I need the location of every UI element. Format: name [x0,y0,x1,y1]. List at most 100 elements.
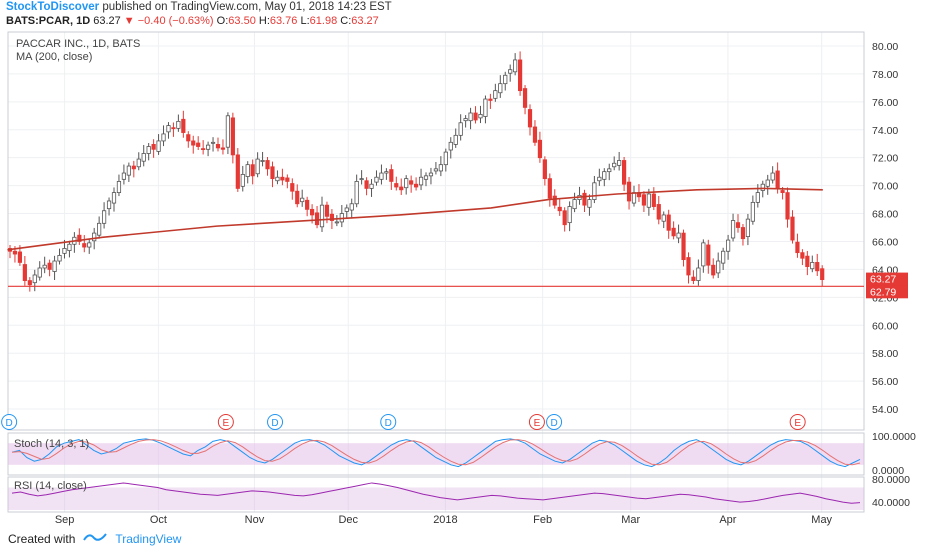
candle-body-29 [151,144,156,150]
candle-118 [592,175,597,204]
candle-161 [805,250,810,276]
candle-body-17 [92,232,97,242]
candle-body-27 [141,153,146,162]
price-axis: 54.0056.0058.0060.0062.0064.0066.0068.00… [872,41,898,416]
candle-101 [508,64,513,82]
candle-137 [686,252,691,284]
candle-body-151 [755,192,760,203]
candle-body-20 [106,200,112,210]
candle-131 [656,195,661,225]
candle-59 [300,189,305,207]
candle-4 [27,277,32,292]
candle-139 [696,259,701,286]
candle-105 [527,104,533,136]
change-value: −0.40 (−0.63%) [137,15,214,27]
candle-141 [706,239,711,274]
candle-41 [210,137,216,152]
candle-body-149 [745,218,751,237]
candle-92 [463,115,468,128]
candle-151 [755,184,760,208]
time-axis: Sep Oct Nov Dec 2018 Feb Mar Apr May [55,514,833,526]
event-circle-1 [217,414,234,430]
candle-body-60 [305,199,310,210]
down-arrow-icon: ▼ [123,15,135,27]
candle-body-46 [235,154,240,189]
stoch-band [8,443,864,465]
candle-body-89 [448,141,453,151]
candle-body-156 [780,190,785,193]
candle-body-134 [671,227,676,237]
candle-122 [612,156,617,171]
candle-18 [97,216,102,239]
candle-body-19 [101,210,107,224]
candle-94 [473,106,478,124]
candle-15 [82,235,87,253]
candle-body-98 [493,90,498,99]
candle-8 [47,259,52,277]
candle-body-147 [735,222,741,228]
candle-body-124 [622,160,627,185]
candle-9 [52,255,57,281]
candle-57 [290,178,295,200]
candle-6 [37,261,42,281]
candle-117 [587,194,592,216]
candle-body-123 [617,160,622,166]
candle-102 [513,53,518,76]
candle-23 [121,164,127,185]
event-marker-4: E [528,414,545,430]
candle-body-33 [171,127,176,130]
symbol-label: BATS:PCAR, 1D [6,15,91,27]
candle-body-133 [666,214,671,231]
last-price: 63.27 [93,15,121,27]
candle-body-65 [329,213,335,221]
candle-53 [270,161,275,188]
tradingview-brand[interactable]: TradingView [115,531,182,546]
candle-27 [141,144,146,167]
candle-body-144 [721,250,726,264]
candle-body-111 [557,206,562,212]
candle-body-30 [156,140,161,152]
candle-157 [785,187,790,228]
candle-123 [617,151,622,171]
candle-50 [255,152,260,178]
candle-body-162 [810,262,815,270]
candle-91 [458,114,463,141]
low-value: 61.98 [309,15,338,27]
candle-81 [409,175,414,193]
candle-body-79 [399,186,404,191]
candle-144 [721,247,726,270]
candle-body-155 [775,170,780,189]
candle-114 [572,192,577,213]
candle-120 [602,168,607,187]
candle-body-59 [300,197,305,203]
rsi-line [11,482,861,504]
candle-body-52 [265,160,270,170]
x-tick-may: May [811,514,832,526]
author-link[interactable]: StockToDiscover [6,1,100,13]
candle-body-139 [696,267,701,281]
candle-body-118 [592,182,597,200]
candle-body-145 [726,239,731,252]
candle-body-143 [716,260,721,274]
legend-ma: MA (200, close) [16,51,92,63]
candle-body-12 [67,243,72,251]
event-circle-2 [267,414,284,430]
candle-67 [339,205,344,228]
candle-19 [101,202,107,229]
candle-body-161 [805,255,810,268]
candle-98 [493,83,498,102]
price-chart[interactable]: 54.0056.0058.0060.0062.0064.0066.0068.00… [0,0,932,530]
candle-body-153 [765,179,770,187]
candle-body-140 [701,242,706,267]
candle-body-78 [394,183,399,188]
stoch-tick-100: 100.0000 [872,431,916,443]
candle-111 [557,198,562,216]
candle-body-121 [607,168,612,173]
candle-body-41 [210,141,216,144]
candle-107 [537,131,543,163]
candle-87 [438,156,443,177]
candle-22 [116,174,122,197]
candle-body-158 [790,216,795,241]
candle-body-21 [111,192,117,204]
candle-body-131 [656,204,661,220]
